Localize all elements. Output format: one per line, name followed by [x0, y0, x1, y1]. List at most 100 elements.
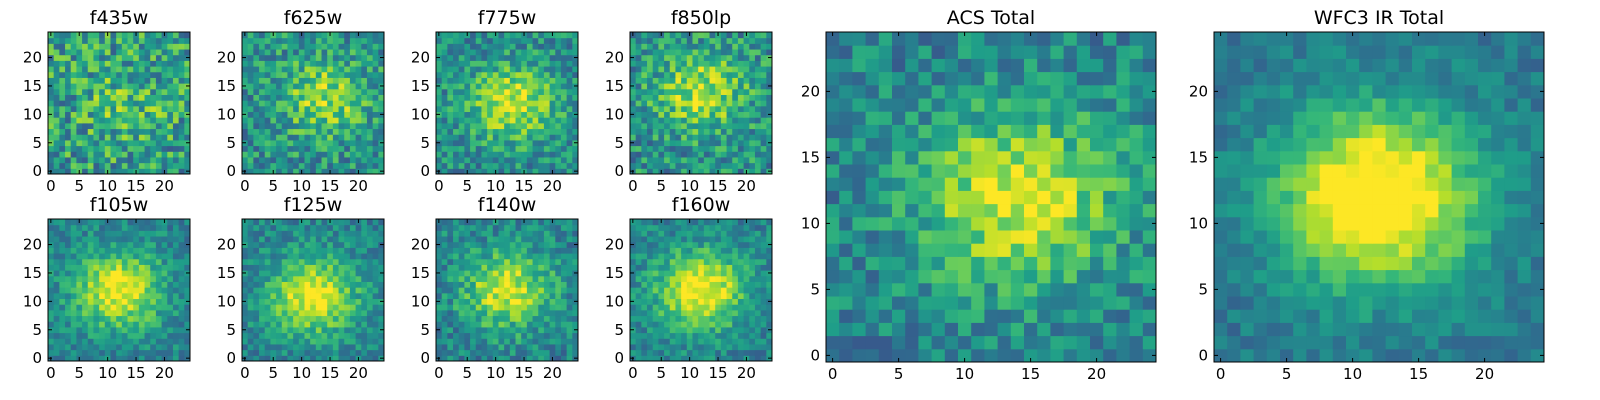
heatmap-cell	[698, 100, 705, 107]
heatmap-cell	[184, 122, 191, 130]
heatmap-cell	[543, 355, 551, 362]
heatmap-cell	[344, 304, 351, 311]
heatmap-cell	[76, 128, 83, 135]
heatmap-cell	[87, 270, 94, 277]
y-tick-label: 20	[411, 49, 430, 67]
heatmap-cell	[293, 298, 300, 305]
heatmap-cell	[76, 304, 83, 311]
heatmap-cell	[538, 275, 545, 282]
heatmap-cell	[87, 224, 94, 231]
heatmap-cell	[70, 332, 77, 339]
heatmap-cell	[53, 355, 60, 362]
heatmap-cell	[65, 241, 72, 248]
heatmap-cell	[150, 43, 157, 50]
heatmap-cell	[259, 83, 266, 90]
y-tick-label: 15	[23, 77, 42, 95]
heatmap-cell	[104, 287, 111, 294]
heatmap-cell	[70, 270, 77, 277]
heatmap-cell	[121, 122, 129, 130]
heatmap-cell	[498, 128, 505, 135]
heatmap-cell	[652, 332, 659, 339]
heatmap-cell	[453, 264, 460, 271]
heatmap-cell	[264, 49, 271, 56]
heatmap-cell	[509, 168, 517, 175]
heatmap-cell	[372, 60, 379, 67]
heatmap-cell	[161, 71, 168, 78]
heatmap-cell	[475, 77, 482, 84]
heatmap-cell	[361, 321, 368, 328]
heatmap-cell	[464, 134, 471, 141]
heatmap-cell	[766, 117, 773, 124]
heatmap-cell	[698, 43, 705, 50]
heatmap-cell	[515, 247, 522, 254]
heatmap-cell	[327, 54, 334, 61]
heatmap-cell	[641, 134, 648, 141]
heatmap-cell	[487, 43, 494, 50]
heatmap-cell	[447, 94, 454, 101]
heatmap-cell	[264, 151, 271, 158]
y-tick-label: 20	[23, 49, 42, 67]
heatmap-cell	[70, 105, 77, 113]
heatmap-cell	[144, 100, 151, 107]
heatmap-cell	[310, 151, 317, 158]
heatmap-cell	[172, 292, 180, 300]
heatmap-cell	[150, 264, 157, 271]
heatmap-cell	[184, 349, 191, 356]
heatmap-cell	[681, 71, 688, 78]
heatmap-cell	[538, 77, 545, 84]
heatmap-cell	[458, 241, 465, 248]
heatmap-cell	[498, 332, 505, 339]
heatmap-cell	[378, 60, 385, 67]
heatmap-cell	[760, 105, 767, 113]
heatmap-cell	[658, 287, 665, 294]
heatmap-cell	[504, 270, 511, 277]
heatmap-cell	[287, 43, 294, 50]
heatmap-cell	[138, 54, 146, 61]
x-tick-label: 20	[543, 364, 562, 382]
heatmap-cell	[161, 128, 168, 135]
heatmap-cell	[338, 156, 345, 164]
heatmap-cell	[332, 355, 340, 362]
heatmap-cell	[310, 66, 317, 73]
heatmap-cell	[59, 111, 66, 118]
heatmap-cell	[487, 117, 494, 124]
heatmap-cell	[481, 139, 488, 147]
heatmap-cell	[338, 111, 345, 118]
heatmap-cell	[549, 258, 556, 265]
heatmap-cell	[82, 145, 89, 152]
heatmap-cell	[566, 224, 573, 231]
heatmap-cell	[366, 241, 374, 248]
heatmap-cell	[453, 77, 460, 84]
heatmap-cell	[144, 270, 151, 277]
heatmap-cell	[155, 270, 163, 277]
heatmap-cell	[458, 326, 465, 334]
heatmap-cell	[310, 253, 317, 260]
heatmap-cell	[766, 122, 773, 130]
heatmap-cell	[464, 224, 471, 231]
heatmap-cell	[526, 219, 534, 226]
heatmap-cell	[749, 117, 756, 124]
heatmap-cell	[766, 32, 773, 39]
heatmap-cell	[138, 88, 146, 95]
heatmap-cell	[110, 287, 117, 294]
heatmap-cell	[481, 264, 488, 271]
heatmap-cell	[698, 355, 705, 362]
heatmap-cell	[150, 343, 157, 351]
heatmap-cell	[349, 60, 357, 67]
y-tick-label: 15	[217, 264, 236, 282]
heatmap-cell	[247, 219, 254, 226]
heatmap-cell	[692, 139, 699, 147]
heatmap-cell	[521, 139, 528, 147]
heatmap-cell	[276, 219, 283, 226]
heatmap-cell	[366, 355, 374, 362]
heatmap-cell	[361, 66, 368, 73]
heatmap-cell	[70, 128, 77, 135]
heatmap-cell	[270, 326, 277, 334]
heatmap-cell	[264, 145, 271, 152]
heatmap-cell	[658, 343, 665, 351]
heatmap-cell	[127, 32, 134, 39]
heatmap-cell	[253, 264, 260, 271]
heatmap-cell	[247, 94, 254, 101]
heatmap-cell	[82, 304, 89, 311]
